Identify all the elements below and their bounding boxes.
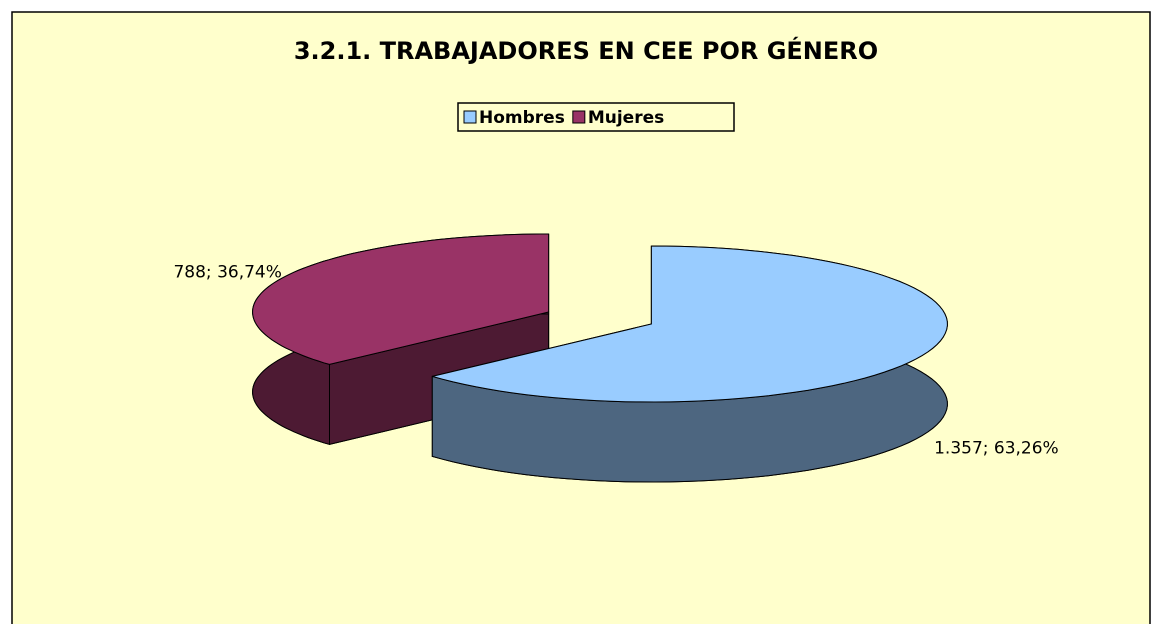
data-label: 1.357; 63,26% — [934, 439, 1059, 459]
legend-swatch — [463, 110, 477, 124]
legend-box — [457, 102, 735, 132]
legend-swatch — [572, 110, 586, 124]
data-label: 788; 36,74% — [173, 262, 281, 282]
legend-label: Hombres — [479, 108, 565, 128]
slice-top — [252, 233, 550, 365]
legend-label: Mujeres — [588, 108, 664, 128]
pie-slice — [431, 245, 948, 483]
chart-title: 3.2.1. TRABAJADORES EN CEE POR GÉNERO — [294, 36, 878, 65]
slice-top — [432, 245, 948, 403]
